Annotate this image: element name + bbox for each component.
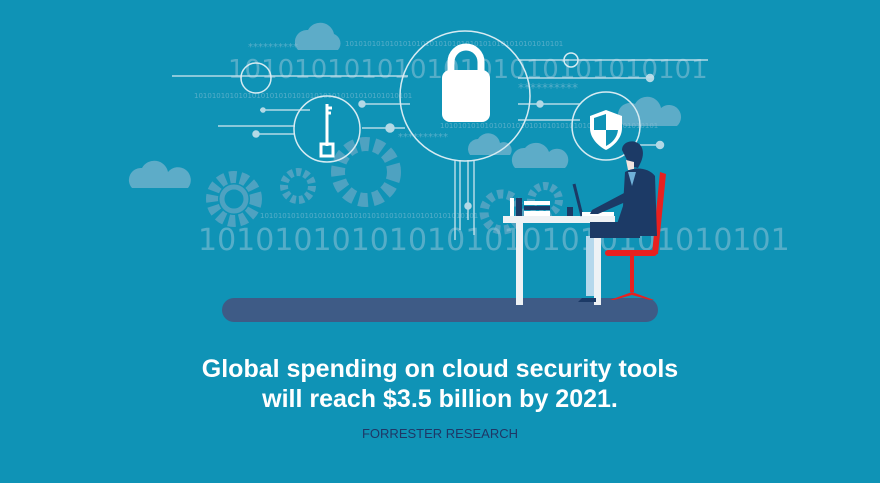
key-circle bbox=[293, 95, 361, 163]
binary-text: 1010101010101010101010101010101010101010… bbox=[194, 92, 412, 100]
node-circle bbox=[240, 62, 272, 94]
cloud-icon bbox=[128, 22, 682, 188]
binary-text: 1010101010101010101010101010101010101010… bbox=[345, 40, 563, 48]
binary-text: 1010101010101010101010101010101 bbox=[198, 223, 790, 258]
woman-illustration bbox=[578, 141, 657, 302]
lock-icon bbox=[442, 43, 490, 122]
binary-text: 1010101010101010101010101010101010101010… bbox=[440, 122, 658, 130]
stars-text: ********** bbox=[248, 42, 298, 53]
shield-circle bbox=[571, 91, 641, 161]
lock-circle bbox=[399, 30, 531, 162]
key-icon bbox=[319, 104, 335, 158]
headline-line-2: will reach $3.5 billion by 2021. bbox=[262, 385, 618, 413]
stars-text: ********** bbox=[398, 132, 448, 143]
circuit-lines bbox=[172, 59, 708, 240]
headline: Global spending on cloud security tools … bbox=[0, 354, 880, 414]
binary-text: 1010101010101010101010101010101010101010… bbox=[260, 212, 478, 220]
shield-icon bbox=[590, 110, 622, 150]
floor-shadow bbox=[222, 298, 658, 322]
source-attribution: FORRESTER RESEARCH bbox=[361, 426, 519, 441]
cloud-security-illustration: 10101010101010101010101010101 1010101010… bbox=[128, 22, 790, 322]
node-circle bbox=[563, 52, 579, 68]
headline-line-1: Global spending on cloud security tools bbox=[201, 355, 679, 383]
stars-text: ********** bbox=[518, 81, 578, 95]
